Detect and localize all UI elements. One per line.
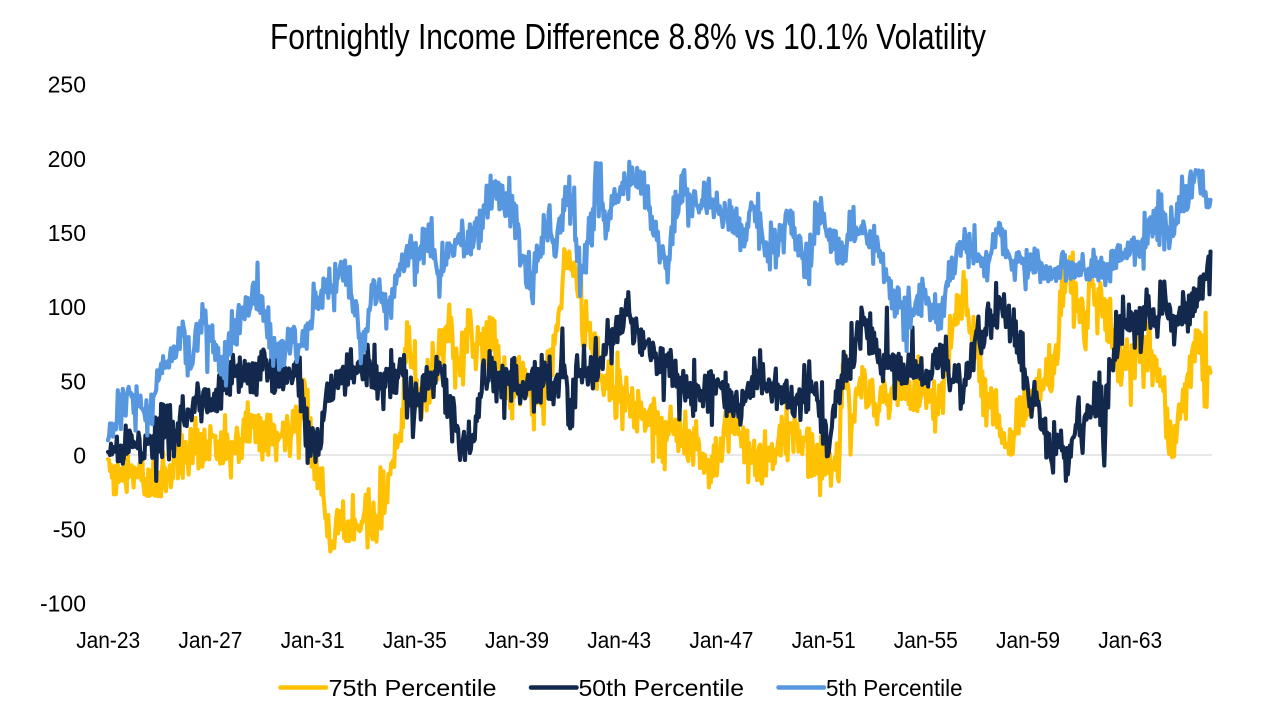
svg-text:200: 200 [48,146,86,172]
svg-text:5th Percentile: 5th Percentile [826,675,963,701]
svg-text:50th Percentile: 50th Percentile [579,675,745,701]
svg-text:Jan-55: Jan-55 [894,627,958,653]
svg-text:75th Percentile: 75th Percentile [329,675,497,701]
svg-text:Jan-47: Jan-47 [689,627,753,653]
svg-text:-100: -100 [40,591,86,617]
svg-text:50: 50 [60,368,86,394]
svg-text:0: 0 [73,442,86,468]
svg-text:Jan-35: Jan-35 [383,627,447,653]
svg-text:Jan-51: Jan-51 [792,627,856,653]
svg-text:Jan-63: Jan-63 [1098,627,1162,653]
svg-text:Jan-31: Jan-31 [281,627,345,653]
svg-text:100: 100 [48,294,86,320]
svg-text:150: 150 [48,220,86,246]
svg-text:Jan-59: Jan-59 [996,627,1060,653]
svg-text:Jan-27: Jan-27 [178,627,242,653]
svg-text:Fortnightly Income Difference: Fortnightly Income Difference 8.8% vs 10… [270,16,986,57]
svg-text:-50: -50 [53,517,86,543]
svg-text:Jan-39: Jan-39 [485,627,549,653]
svg-text:Jan-43: Jan-43 [587,627,651,653]
svg-text:250: 250 [48,72,86,98]
svg-text:Jan-23: Jan-23 [76,627,140,653]
